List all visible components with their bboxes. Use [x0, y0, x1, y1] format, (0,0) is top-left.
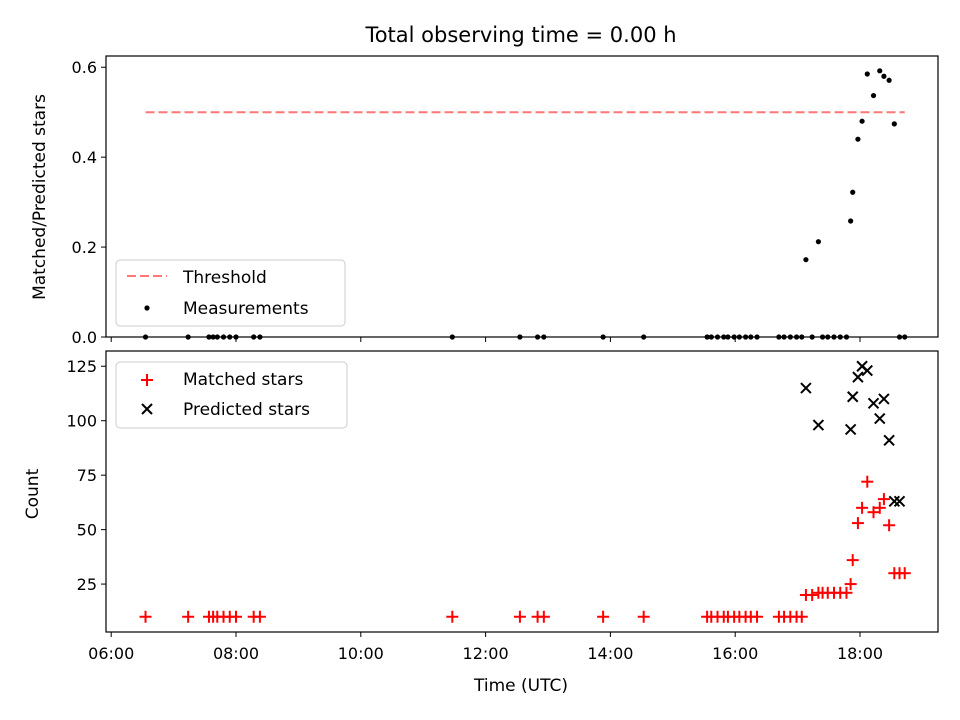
bottom-legend: Matched stars Predicted stars: [115, 361, 348, 429]
legend-matched-marker: [141, 374, 153, 386]
measurement-point: [859, 118, 865, 124]
legend-matched-label: Matched stars: [183, 370, 303, 390]
matched-star-point: [253, 610, 266, 623]
predicted-star-point: [878, 393, 890, 405]
measurement-point: [870, 92, 877, 99]
bottom-y-tick-label: 100: [66, 412, 97, 431]
matched-star-point: [840, 586, 853, 599]
matched-star-point: [873, 501, 886, 514]
top-panel-frame: [105, 55, 939, 338]
top-panel: 0.0 0.2 0.4 0.6 Matched/Predicted stars Thr…: [30, 55, 939, 347]
x-tick-label: 14:00: [587, 644, 633, 663]
x-axis-label: Time (UTC): [473, 676, 568, 696]
x-tick-label: 06:00: [88, 644, 134, 663]
bottom-y-axis-label: Count: [23, 468, 43, 519]
predicted-star-point: [852, 371, 864, 383]
measurement-point: [891, 121, 897, 127]
matched-star-point: [795, 610, 808, 623]
predicted-star-point: [888, 495, 901, 508]
predicted-star-point: [874, 412, 886, 425]
top-y-tick-label: 0.0: [72, 328, 97, 347]
matched-star-point: [883, 519, 896, 532]
bottom-y-tick-label: 125: [66, 357, 97, 376]
legend-measurements-label: Measurements: [183, 299, 309, 319]
predicted-star-point: [800, 382, 812, 394]
predicted-star-point: [893, 495, 906, 508]
top-y-axis-label: Matched/Predicted stars: [30, 94, 50, 300]
predicted-star-point: [844, 423, 857, 436]
x-tick-label: 18:00: [837, 644, 883, 663]
predicted-star-point: [867, 397, 880, 409]
matched-star-point: [867, 506, 880, 519]
matched-star-point: [637, 610, 650, 623]
top-legend: Threshold Measurements: [115, 259, 346, 327]
top-y-tick-label: 0.2: [72, 238, 97, 257]
legend-predicted-label: Predicted stars: [183, 400, 310, 420]
measurement-point: [803, 257, 809, 263]
predicted-star-point: [861, 364, 873, 377]
x-tick-label: 16:00: [712, 644, 758, 663]
measurement-point: [855, 136, 861, 142]
matched-star-point: [597, 610, 610, 623]
legend-predicted-marker: [141, 403, 153, 415]
measurement-point: [864, 71, 870, 77]
top-y-tick-label: 0.6: [72, 58, 97, 77]
predicted-star-point: [883, 434, 895, 447]
x-tick-label: 10:00: [338, 644, 384, 663]
measurement-point: [848, 218, 854, 224]
matched-star-point: [856, 501, 869, 514]
matched-star-point: [446, 610, 459, 623]
measurement-point: [815, 239, 822, 245]
matched-star-point: [861, 475, 874, 488]
matched-star-point: [806, 588, 819, 601]
matched-star-point: [751, 610, 764, 623]
measurement-point: [881, 73, 887, 79]
measurement-point: [877, 68, 883, 74]
bottom-panel-frame: [105, 350, 939, 633]
matched-star-point: [851, 517, 864, 530]
bottom-y-tick-label: 50: [77, 521, 97, 540]
bottom-y-tick-label: 25: [77, 575, 97, 594]
x-tick-label: 08:00: [213, 644, 259, 663]
legend-measurements-marker: [144, 305, 150, 311]
matched-star-point: [537, 610, 550, 623]
matched-star-point: [846, 554, 859, 567]
legend-threshold-label: Threshold: [182, 268, 267, 288]
matched-star-point: [877, 493, 890, 506]
matched-star-point: [182, 610, 195, 623]
bottom-y-tick-label: 75: [77, 466, 97, 485]
bottom-panel: 25 50 75 100 125 06:00 08:00 10:00 12:00 14:00 16…: [23, 350, 939, 696]
top-y-tick-label: 0.4: [72, 148, 97, 167]
predicted-star-point: [812, 419, 825, 431]
measurement-point: [886, 77, 892, 83]
x-tick-label: 12:00: [463, 644, 509, 663]
matched-star-point: [844, 578, 857, 591]
matched-star-point: [139, 610, 152, 623]
measurement-point: [850, 189, 856, 195]
predicted-star-point: [847, 391, 859, 403]
matched-star-point: [513, 610, 526, 623]
matched-star-point: [898, 567, 911, 580]
chart-title: Total observing time = 0.00 h: [364, 23, 676, 47]
matched-star-point: [230, 610, 242, 623]
